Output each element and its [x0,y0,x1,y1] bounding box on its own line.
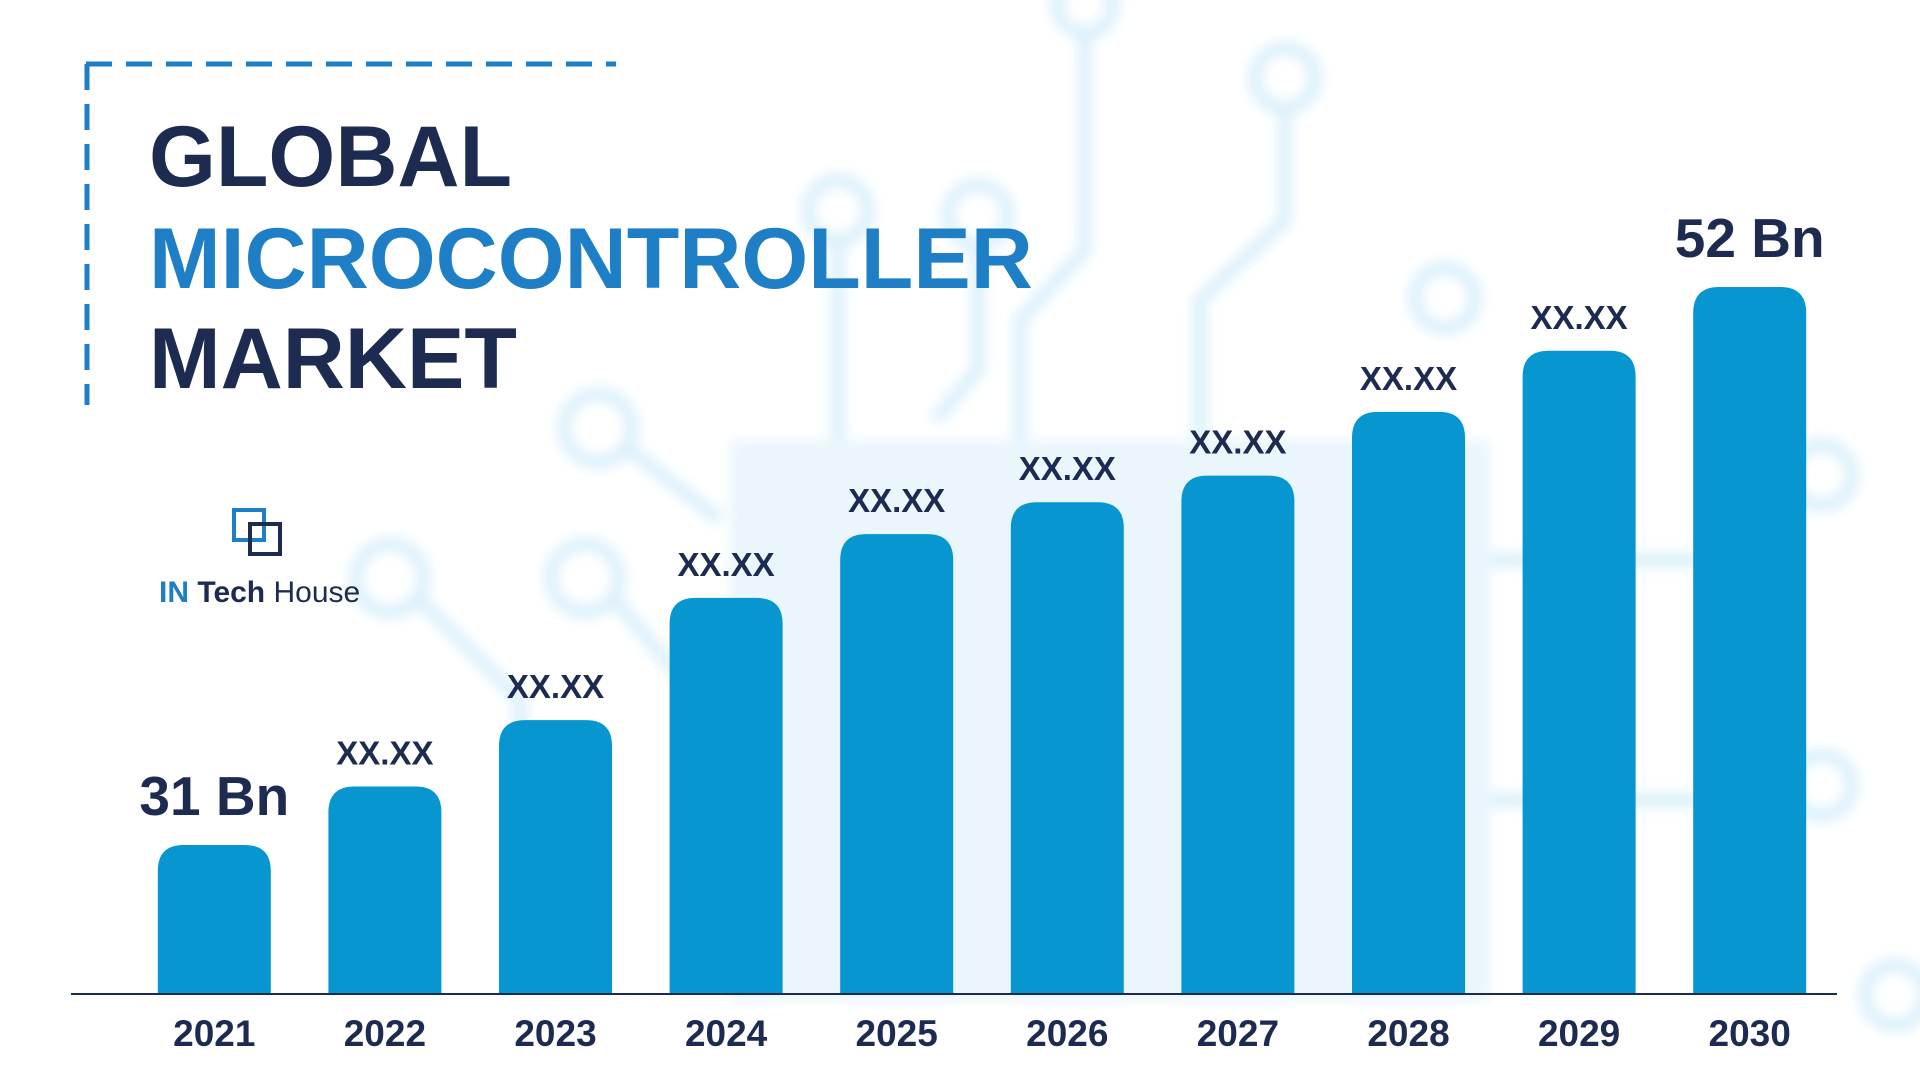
value-label: XX.XX [1189,424,1286,461]
x-tick-label: 2022 [344,1013,426,1054]
x-tick-label: 2030 [1709,1013,1791,1054]
logo-text: IN Tech House [159,576,360,609]
bar [328,786,442,993]
x-tick-label: 2025 [856,1013,938,1054]
title-line: MICROCONTROLLER [149,211,1033,307]
x-tick-label: 2027 [1197,1013,1279,1054]
value-label: 31 Bn [139,765,289,827]
value-label: XX.XX [507,668,604,705]
value-label: XX.XX [677,546,774,583]
value-label: 52 Bn [1675,207,1825,269]
logo: IN Tech House [159,508,360,609]
bar [1352,411,1465,993]
bar [499,720,612,993]
x-tick-label: 2029 [1538,1013,1620,1054]
bar [1181,475,1295,994]
value-label: XX.XX [1530,299,1627,336]
x-tick-label: 2026 [1026,1013,1108,1054]
bar [157,845,271,993]
x-tick-label: 2023 [514,1013,596,1054]
logo-word: House [273,576,360,609]
x-tick-label: 2028 [1367,1013,1449,1054]
bar [669,597,783,993]
logo-word: Tech [197,576,265,609]
x-tick-label: 2021 [173,1013,255,1054]
value-label: XX.XX [336,735,433,772]
logo-word: IN [159,576,189,609]
bar [1693,287,1807,993]
value-label: XX.XX [848,482,945,519]
bar [1010,502,1124,993]
bar [840,534,954,993]
x-tick-label: 2024 [685,1013,768,1054]
logo-icon [248,522,282,556]
value-label: XX.XX [1360,360,1457,397]
title-line: MARKET [149,311,517,407]
title-line: GLOBAL [149,109,512,205]
bar [1522,350,1636,993]
value-label: XX.XX [1019,450,1116,487]
title-frame [84,61,616,405]
